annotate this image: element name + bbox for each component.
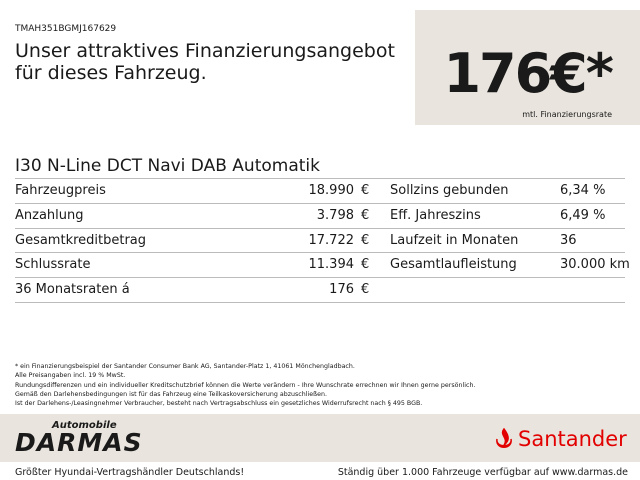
footnote-line: Ist der Darlehens-/Leasingnehmer Verbrau…	[15, 400, 423, 408]
dealer-logo: DARMAS	[15, 428, 143, 457]
table-row: Schlussrate 11.394 € Gesamtlaufleistung 30.0…	[0, 253, 640, 277]
row-value: 11.394	[308, 257, 355, 273]
stock-claim: Ständig über 1.000 Fahrzeuge verfügbar a…	[337, 467, 628, 478]
row-value: 17.722	[308, 232, 355, 248]
price: 176€*	[443, 42, 614, 105]
separator	[15, 252, 625, 254]
footer-band: Automobile DARMAS Santander	[0, 414, 640, 462]
footnote-line: Gemäß den Darlehensbedingungen ist für d…	[15, 390, 327, 398]
model-title: I30 N-Line DCT Navi DAB Automatik	[15, 156, 320, 176]
row-unit: €	[361, 207, 370, 223]
headline: Unser attraktives Finanzierungsangebot f…	[15, 40, 395, 84]
price-label: mtl. Finanzierungsrate	[522, 110, 612, 119]
row-label: 36 Monatsraten á	[15, 282, 130, 298]
row-unit: €	[361, 232, 370, 248]
separator	[15, 178, 625, 179]
separator	[15, 277, 625, 279]
row-unit: €	[361, 282, 370, 298]
row-value: 36	[560, 232, 577, 248]
row-label: Laufzeit in Monaten	[390, 232, 519, 248]
row-label: Gesamtkreditbetrag	[15, 232, 147, 248]
separator	[15, 202, 625, 204]
bank-icon	[496, 428, 512, 448]
separator	[15, 227, 625, 229]
table-row: 36 Monatsraten á 176 €	[0, 278, 640, 302]
table-row: Gesamtkreditbetrag 17.722 € Laufzeit in Mon…	[0, 229, 640, 253]
footnote-line: Alle Preisangaben incl. 19 % MwSt.	[15, 372, 126, 380]
table-row: Fahrzeugpreis 18.990 € Sollzins gebunden 6,3…	[0, 179, 640, 203]
table-row: Anzahlung 3.798 € Eff. Jahreszins 6,49 %	[0, 204, 640, 228]
row-value: 30.000 km	[560, 257, 630, 273]
row-unit: €	[361, 183, 370, 198]
row-value: 6,49 %	[560, 207, 606, 223]
bank-logo: Santander	[518, 427, 627, 451]
row-label: Fahrzeugpreis	[15, 183, 106, 198]
separator	[15, 302, 625, 303]
price-box: 176€* mtl. Finanzierungsrate	[415, 10, 640, 125]
row-value: 3.798	[316, 207, 354, 223]
row-label: Sollzins gebunden	[390, 183, 509, 198]
vin: TMAH351BGMJ167629	[15, 24, 117, 34]
dealer-logo-small: Automobile	[52, 420, 117, 431]
footnote-line: * ein Finanzierungsbeispiel der Santande…	[15, 363, 355, 370]
footnotes: * ein Finanzierungsbeispiel der Santande…	[15, 362, 475, 408]
row-value: 176	[329, 282, 354, 298]
row-label: Anzahlung	[15, 207, 84, 223]
row-value: 6,34 %	[560, 183, 606, 198]
footnote-line: Rundungsdifferenzen und ein individuelle…	[15, 381, 476, 389]
dealer-claim: Größter Hyundai-Vertragshändler Deutschl…	[15, 467, 245, 478]
row-unit: €	[361, 257, 370, 273]
row-value: 18.990	[308, 183, 355, 198]
row-label: Gesamtlaufleistung	[390, 257, 517, 273]
row-label: Schlussrate	[15, 257, 91, 273]
row-label: Eff. Jahreszins	[390, 207, 481, 223]
